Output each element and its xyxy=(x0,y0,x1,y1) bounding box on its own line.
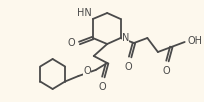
Text: N: N xyxy=(122,33,129,43)
Text: HN: HN xyxy=(77,8,92,18)
Text: O: O xyxy=(124,62,132,72)
Text: O: O xyxy=(99,82,106,92)
Text: O: O xyxy=(83,66,91,76)
Text: O: O xyxy=(68,38,76,48)
Text: OH: OH xyxy=(187,36,203,46)
Text: O: O xyxy=(163,66,170,76)
